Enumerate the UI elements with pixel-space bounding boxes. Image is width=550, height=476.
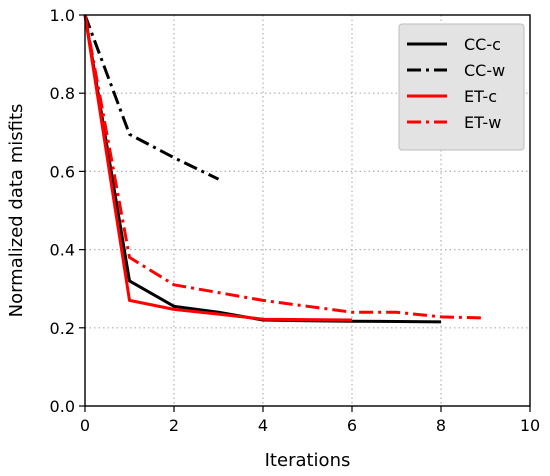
x-axis-label: Iterations	[265, 450, 351, 471]
series-line-2	[83, 14, 353, 322]
series-line-1	[83, 14, 220, 181]
legend-label: ET-w	[464, 113, 501, 132]
x-tick-label: 4	[258, 416, 268, 435]
x-tick-label: 6	[347, 416, 357, 435]
legend-label: CC-c	[464, 35, 501, 54]
series-lines	[83, 14, 486, 324]
series-line-3	[83, 14, 486, 320]
axis-ticks: 0 2 4 6 8 10 0.0 0.2 0.4 0.6 0.8 1.0	[50, 6, 541, 435]
x-tick-label: 8	[436, 416, 446, 435]
y-tick-label: 0.6	[50, 162, 75, 181]
x-tick-label: 0	[80, 416, 90, 435]
y-tick-label: 0.4	[50, 241, 75, 260]
x-tick-label: 10	[520, 416, 540, 435]
y-tick-label: 0.0	[50, 397, 75, 416]
y-tick-label: 0.8	[50, 84, 75, 103]
x-tick-label: 2	[169, 416, 179, 435]
legend-box	[398, 23, 525, 151]
legend: CC-c CC-w ET-c ET-w	[398, 23, 525, 151]
y-tick-label: 0.2	[50, 319, 75, 338]
plot-frame	[84, 14, 531, 407]
y-tick-label: 1.0	[50, 6, 75, 25]
y-axis-label: Normalized data misfits	[6, 104, 27, 318]
legend-label: CC-w	[464, 61, 505, 80]
legend-label: ET-c	[464, 87, 497, 106]
